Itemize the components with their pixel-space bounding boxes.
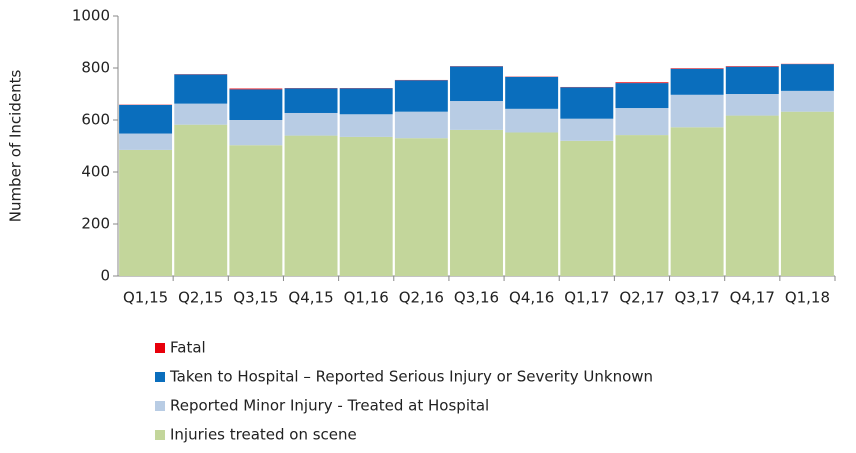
bar-segment <box>726 66 779 67</box>
bar-segment <box>505 109 558 133</box>
legend-label: Fatal <box>170 339 206 357</box>
bar-segment <box>174 75 227 104</box>
x-tick-label: Q3,15 <box>233 289 278 307</box>
bar-segment <box>229 89 282 120</box>
legend-label: Taken to Hospital – Reported Serious Inj… <box>169 368 653 386</box>
bar-segment <box>285 113 338 136</box>
x-tick-label: Q3,16 <box>454 289 499 307</box>
bar-segment <box>671 127 724 276</box>
bar-segment <box>560 87 613 118</box>
x-tick-label: Q1,18 <box>785 289 830 307</box>
x-tick-label: Q4,15 <box>288 289 333 307</box>
bar-segment <box>395 80 448 111</box>
bar-segment <box>615 108 668 135</box>
bar-segment <box>781 91 834 112</box>
legend-label: Reported Minor Injury - Treated at Hospi… <box>170 397 489 415</box>
bar-segment <box>119 105 172 134</box>
y-tick-label: 400 <box>81 163 110 181</box>
y-tick-label: 1000 <box>72 7 110 25</box>
bar-segment <box>560 141 613 276</box>
x-tick-label: Q2,15 <box>178 289 223 307</box>
bar-segment <box>285 136 338 276</box>
x-tick-label: Q1,17 <box>564 289 609 307</box>
bar-segment <box>671 68 724 69</box>
bar-segment <box>174 125 227 276</box>
bar-segment <box>726 67 779 94</box>
bar-segment <box>450 130 503 276</box>
bar-segment <box>174 104 227 125</box>
y-tick-label: 800 <box>81 59 110 77</box>
bar-segment <box>229 120 282 145</box>
bar-segment <box>781 64 834 91</box>
x-tick-label: Q4,17 <box>730 289 775 307</box>
legend-label: Injuries treated on scene <box>170 426 357 444</box>
bar-segment <box>229 89 282 90</box>
legend-swatch <box>155 372 165 382</box>
legend-swatch <box>155 401 165 411</box>
bar-segment <box>505 132 558 276</box>
legend-swatch <box>155 430 165 440</box>
bar-segment <box>726 94 779 116</box>
y-tick-label: 0 <box>100 267 110 285</box>
bar-segment <box>340 137 393 276</box>
bar-segment <box>285 88 338 113</box>
bar-segment <box>615 135 668 276</box>
y-tick-label: 600 <box>81 111 110 129</box>
bar-segment <box>450 66 503 101</box>
bar-segment <box>450 101 503 130</box>
bar-segment <box>505 77 558 109</box>
bar-segment <box>615 83 668 108</box>
bar-segment <box>119 134 172 150</box>
bar-segment <box>395 138 448 276</box>
x-tick-label: Q2,16 <box>399 289 444 307</box>
bar-segment <box>340 114 393 137</box>
bar-segment <box>671 95 724 128</box>
bar-segment <box>119 150 172 276</box>
x-tick-label: Q1,16 <box>344 289 389 307</box>
x-tick-label: Q4,16 <box>509 289 554 307</box>
bar-segment <box>781 112 834 276</box>
bar-segment <box>340 88 393 114</box>
legend-swatch <box>155 343 165 353</box>
bar-segment <box>615 82 668 83</box>
x-tick-label: Q1,15 <box>123 289 168 307</box>
bar-segment <box>726 116 779 276</box>
bar-segment <box>560 119 613 141</box>
x-tick-label: Q3,17 <box>675 289 720 307</box>
bar-segment <box>229 145 282 276</box>
y-axis-label: Number of Incidents <box>7 70 25 223</box>
bar-segment <box>671 69 724 95</box>
x-tick-label: Q2,17 <box>619 289 664 307</box>
y-tick-label: 200 <box>81 215 110 233</box>
bar-segment <box>395 112 448 139</box>
